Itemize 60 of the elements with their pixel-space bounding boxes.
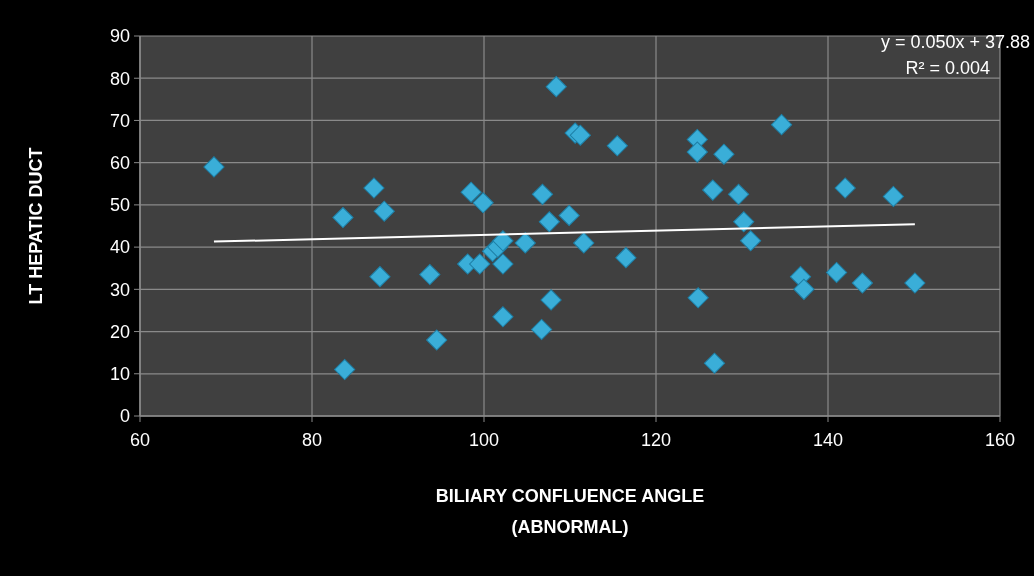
point (373, 200, 395, 222)
point (334, 358, 356, 381)
point (203, 156, 225, 178)
y-tick-label: 20 (109, 321, 130, 342)
point (514, 232, 536, 254)
point (492, 253, 514, 275)
point (727, 183, 750, 205)
y-tick-label: 0 (119, 406, 130, 427)
point (538, 211, 560, 233)
point (558, 204, 580, 227)
y-tick-label: 50 (109, 195, 130, 216)
point (426, 329, 448, 351)
point (332, 206, 354, 229)
point (686, 141, 708, 163)
point (469, 253, 491, 275)
y-tick-label: 40 (109, 237, 130, 258)
point (740, 230, 762, 252)
point (419, 263, 441, 286)
x-tick-label: 100 (468, 430, 500, 450)
point (531, 183, 554, 205)
point (703, 352, 726, 374)
x-tick-label: 60 (129, 430, 151, 450)
y-tick-label: 70 (109, 110, 130, 131)
y-tick-label: 60 (109, 152, 130, 173)
point (569, 124, 591, 146)
point (460, 181, 482, 203)
x-tick-label: 160 (984, 430, 1016, 450)
y-axis-title: LT HEPATIC DUCT (26, 147, 46, 305)
point (606, 135, 628, 157)
point (492, 230, 514, 252)
annotation: R² = 0.004 (905, 58, 990, 78)
y-tick-label: 30 (109, 279, 130, 300)
point (472, 192, 494, 214)
point (834, 177, 856, 199)
point (826, 261, 848, 284)
point (492, 306, 514, 328)
point (851, 272, 873, 294)
point (687, 287, 709, 309)
point (713, 143, 735, 165)
point (702, 179, 724, 201)
point (531, 318, 553, 341)
x-tick-label: 140 (812, 430, 844, 450)
point (615, 247, 637, 269)
x-tick-label: 80 (301, 430, 323, 450)
point (882, 185, 904, 208)
x-tick-label: 120 (640, 430, 672, 450)
point (573, 232, 595, 254)
point (793, 278, 815, 300)
point (770, 114, 793, 136)
point (545, 76, 567, 98)
y-tick-label: 10 (109, 364, 130, 385)
point (540, 289, 562, 311)
point (733, 211, 755, 233)
y-tick-label: 80 (109, 68, 130, 89)
x-axis-title: BILIARY CONFLUENCE ANGLE (ABNORMAL) (435, 486, 705, 537)
point (363, 177, 385, 199)
y-tick-label: 90 (109, 26, 130, 47)
point (904, 272, 926, 294)
annotation: y = 0.050x + 37.88 (880, 32, 1030, 52)
point (369, 266, 391, 288)
